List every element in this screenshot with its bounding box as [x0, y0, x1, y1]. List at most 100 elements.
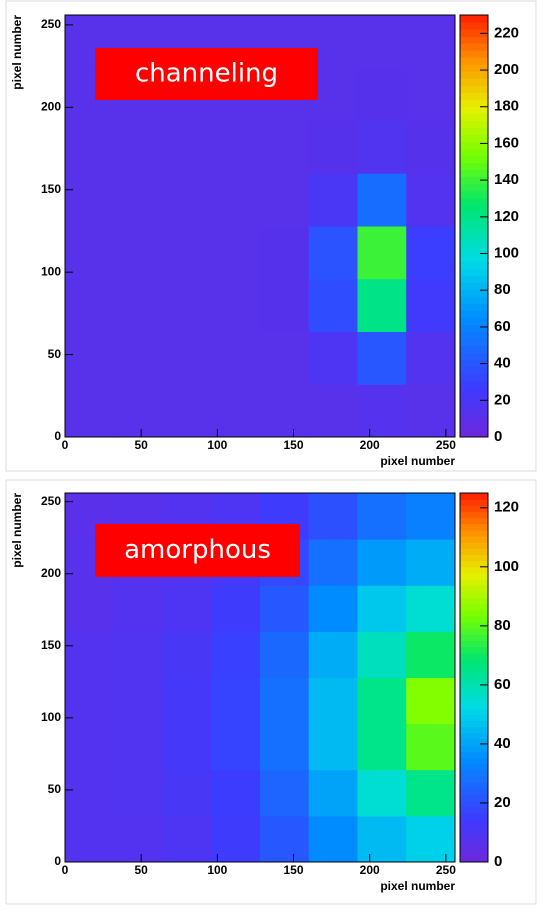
heatmap-cell: [65, 331, 115, 385]
heatmap-cell: [211, 173, 261, 227]
colorbar-segment: [460, 831, 488, 838]
annotation: channeling: [135, 59, 278, 89]
heatmap-cell: [406, 120, 456, 174]
colorbar-segment: [460, 106, 488, 114]
heatmap-cell: [162, 585, 212, 632]
colorbar-segment: [460, 359, 488, 368]
colorbar-segment: [460, 282, 488, 290]
heatmap-cell: [65, 278, 115, 332]
heatmap-cell: [308, 493, 358, 540]
heatmap-cell: [406, 173, 456, 227]
colorbar-segment: [460, 726, 488, 734]
colorbar-segment: [460, 849, 488, 857]
heatmap-cell: [113, 815, 163, 863]
colorbar-segment: [460, 554, 488, 562]
colorbar-segment: [460, 401, 488, 410]
y-tick-label: 200: [41, 566, 61, 580]
heatmap-cell: [308, 815, 358, 863]
colorbar-segment: [460, 671, 488, 678]
heatmap-cell: [308, 677, 358, 725]
y-tick-label: 100: [41, 710, 61, 724]
colorbar-segment: [460, 591, 488, 599]
colorbar-segment: [460, 268, 488, 276]
colorbar-segment: [460, 536, 488, 543]
colorbar-segment: [460, 176, 488, 185]
heatmap-cell: [113, 384, 163, 438]
colorbar-tick-label: 0: [494, 853, 502, 870]
colorbar-segment: [460, 708, 488, 715]
colorbar-segment: [460, 64, 488, 72]
heatmap-cell: [162, 769, 212, 817]
y-tick-label: 50: [48, 347, 62, 361]
heatmap-cell: [162, 331, 212, 385]
heatmap-cell: [406, 631, 456, 678]
colorbar-segment: [460, 523, 488, 531]
heatmap-cell: [162, 278, 212, 332]
heatmap-cell: [260, 120, 310, 174]
annotation: amorphous: [124, 535, 271, 565]
x-tick-label: 150: [284, 863, 304, 877]
colorbar-segment: [460, 763, 488, 771]
heatmap-cell: [113, 226, 163, 280]
x-tick-label: 100: [207, 863, 227, 877]
heatmap-cell: [260, 723, 310, 771]
heatmap-cell: [65, 769, 115, 817]
heatmap-cell: [357, 15, 407, 69]
colorbar-tick-label: 80: [494, 617, 511, 634]
colorbar-segment: [460, 818, 488, 826]
plot-frame: [64, 14, 456, 438]
x-tick-label: 200: [360, 863, 380, 877]
heatmap-cell: [406, 539, 456, 586]
heatmap-cell: [162, 226, 212, 280]
colorbar-segment: [460, 720, 488, 728]
heatmap-cell: [308, 278, 358, 332]
heatmap-cell: [113, 120, 163, 174]
heatmap-cell: [113, 769, 163, 817]
y-tick-label: 0: [54, 854, 61, 868]
colorbar-tick-label: 160: [494, 134, 519, 151]
colorbar-segment: [460, 616, 488, 623]
colorbar-segment: [460, 204, 488, 213]
colorbar-segment: [460, 380, 488, 389]
colorbar-segment: [460, 634, 488, 642]
heatmap-cell: [406, 677, 456, 725]
colorbar-frame: [459, 14, 489, 438]
colorbar-segment: [460, 275, 488, 283]
colorbar-segment: [460, 788, 488, 795]
heatmap-cell: [357, 815, 407, 863]
colorbar-segment: [460, 233, 488, 241]
heatmap-cell: [308, 723, 358, 771]
colorbar-segment: [460, 141, 488, 150]
colorbar-segment: [460, 646, 488, 654]
heatmap-cell: [211, 120, 261, 174]
heatmap-cell: [113, 677, 163, 725]
colorbar-segment: [460, 155, 488, 164]
colorbar-segment: [460, 36, 488, 44]
y-tick-label: 50: [48, 782, 62, 796]
heatmap-cell: [406, 585, 456, 632]
heatmap-cell: [357, 120, 407, 174]
colorbar-tick-label: 60: [494, 676, 511, 693]
y-axis-label: pixel number: [10, 493, 24, 568]
y-tick-label: 250: [41, 17, 61, 31]
heatmap-cell: [65, 173, 115, 227]
colorbar-segment: [460, 542, 488, 549]
colorbar-segment: [460, 169, 488, 178]
heatmap-cell: [211, 723, 261, 771]
heatmap-cell: [260, 278, 310, 332]
heatmap-cell: [357, 585, 407, 632]
colorbar-segment: [460, 732, 488, 740]
colorbar-segment: [460, 825, 488, 832]
colorbar-segment: [460, 345, 488, 354]
colorbar-segment: [460, 652, 488, 660]
colorbar-tick-label: 40: [494, 355, 511, 372]
colorbar-segment: [460, 603, 488, 611]
colorbar-segment: [460, 714, 488, 722]
heatmap-cell: [211, 769, 261, 817]
annotation-box: [95, 524, 300, 577]
x-tick-label: 50: [134, 438, 148, 452]
heatmap-cell: [406, 493, 456, 540]
heatmap-cell: [260, 631, 310, 678]
heatmap-cell: [162, 631, 212, 678]
